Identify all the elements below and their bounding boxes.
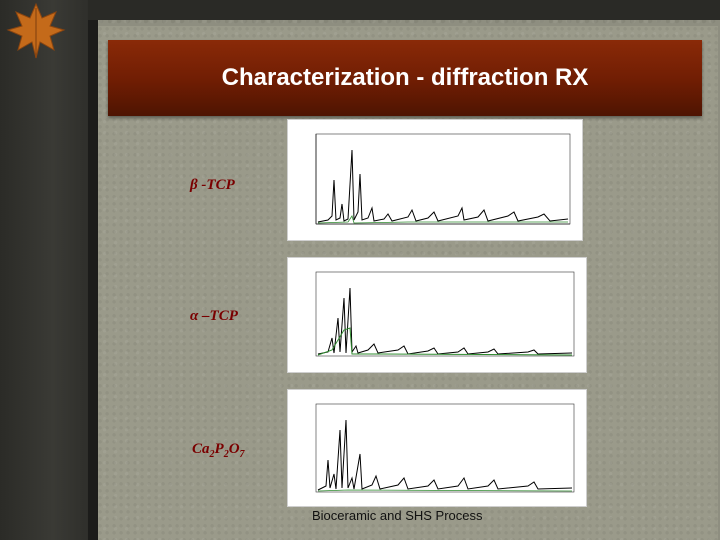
label-alpha-tcp: α –TCP bbox=[190, 308, 238, 324]
inner-shadow-strip bbox=[88, 20, 98, 540]
label-subscript: 7 bbox=[239, 449, 245, 460]
xrd-chart-1 bbox=[315, 133, 571, 225]
label-part: Ca bbox=[192, 441, 210, 457]
title-bar: Characterization - diffraction RX bbox=[108, 40, 702, 116]
diffraction-trace bbox=[317, 149, 569, 223]
label-ca2p2o7: Ca2P2O7 bbox=[192, 441, 245, 460]
xrd-chart-2 bbox=[315, 271, 575, 357]
autumn-leaf-icon bbox=[6, 2, 66, 59]
label-subscript: 2 bbox=[223, 449, 229, 460]
slide-footer: Bioceramic and SHS Process bbox=[312, 508, 483, 523]
diffraction-trace bbox=[317, 287, 573, 355]
top-dark-strip bbox=[88, 0, 720, 20]
left-dark-strip bbox=[0, 0, 88, 540]
xrd-pattern-alpha-tcp bbox=[288, 258, 586, 372]
xrd-chart-3 bbox=[315, 403, 575, 493]
slide-title: Characterization - diffraction RX bbox=[221, 64, 589, 91]
xrd-pattern-ca2p2o7 bbox=[288, 390, 586, 506]
label-beta-tcp: β -TCP bbox=[190, 177, 235, 193]
xrd-pattern-beta-tcp bbox=[288, 120, 582, 240]
diffraction-trace bbox=[317, 419, 573, 491]
label-part: P bbox=[214, 441, 224, 457]
label-subscript: 2 bbox=[209, 449, 215, 460]
label-part: O bbox=[228, 441, 240, 457]
